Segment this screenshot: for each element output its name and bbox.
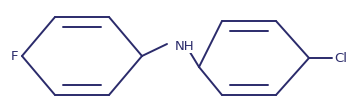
- Text: Cl: Cl: [334, 52, 347, 64]
- Text: NH: NH: [175, 40, 195, 53]
- Text: F: F: [10, 50, 18, 62]
